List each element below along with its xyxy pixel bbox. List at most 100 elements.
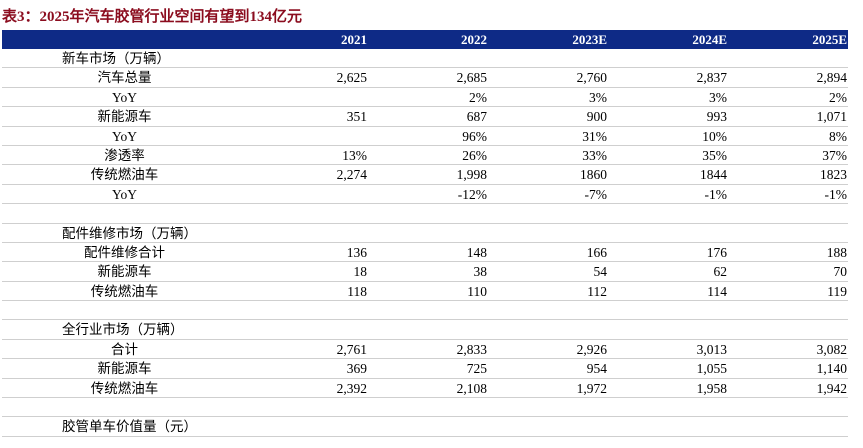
header-year: 2021 — [341, 32, 367, 47]
table-row: YoY 96% 31% 10% 8% — [2, 127, 848, 146]
table-cell: 2,833 — [456, 341, 487, 357]
table-cell — [607, 49, 727, 67]
table-cell — [367, 320, 487, 338]
table-cell: 70 — [833, 264, 848, 280]
table-row: 传统燃油车 2,392 2,108 1,972 1,958 1,942 — [2, 379, 848, 399]
table-cell: 1,055 — [696, 361, 727, 377]
row-label: 汽车总量 — [97, 70, 152, 86]
table-cell: -1% — [704, 186, 728, 202]
table-cell: 112 — [587, 283, 607, 299]
table-cell — [247, 320, 367, 338]
table-cell: 37% — [822, 147, 847, 163]
table-cell — [487, 417, 607, 435]
table-title: 表3：2025年汽车胶管行业空间有望到134亿元 — [2, 9, 303, 25]
table-cell: 369 — [346, 361, 367, 377]
table-cell: 166 — [586, 244, 607, 260]
table-cell — [727, 398, 847, 416]
table-cell — [247, 185, 367, 203]
table-cell: 2,625 — [336, 70, 367, 86]
table-cell: 3% — [709, 89, 727, 105]
table-cell — [607, 417, 727, 435]
table-cell: 3% — [589, 89, 607, 105]
row-label — [2, 301, 247, 319]
row-label: 渗透率 — [104, 147, 145, 163]
table-cell: -12% — [457, 186, 487, 202]
table-cell: 18 — [353, 264, 368, 280]
table-row: 传统燃油车 2,274 1,998 1860 1844 1823 — [2, 165, 848, 185]
table-row: 新能源车 18 38 54 62 70 — [2, 262, 848, 282]
row-label: YoY — [112, 186, 137, 202]
table-cell — [607, 320, 727, 338]
table-cell — [727, 224, 847, 242]
table-cell: 1,972 — [576, 380, 607, 396]
table-cell — [607, 398, 727, 416]
table-row: 胶管单车价值量（元） — [2, 417, 848, 437]
table-cell: 13% — [342, 147, 367, 163]
table-cell: -7% — [584, 186, 608, 202]
table-cell: 2,926 — [576, 341, 607, 357]
table-cell: 148 — [466, 244, 487, 260]
table-cell: 8% — [829, 128, 847, 144]
table-row: 配件维修合计 136 148 166 176 188 — [2, 243, 848, 263]
table-cell: 2,274 — [336, 167, 367, 183]
table-row — [2, 301, 848, 321]
table-cell — [247, 204, 367, 222]
section-label: 胶管单车价值量（元） — [62, 419, 197, 435]
table-cell — [247, 417, 367, 435]
table-cell: 136 — [346, 244, 367, 260]
table-cell: 954 — [586, 361, 607, 377]
header-year: 2025E — [812, 32, 847, 47]
table-cell — [247, 49, 367, 67]
section-label: 配件维修市场（万辆） — [62, 225, 197, 241]
table-row: 渗透率 13% 26% 33% 35% 37% — [2, 146, 848, 166]
table-cell — [367, 301, 487, 319]
table-cell — [607, 301, 727, 319]
header-year: 2023E — [572, 32, 607, 47]
table-row: 汽车总量 2,625 2,685 2,760 2,837 2,894 — [2, 68, 848, 88]
table-cell: 2,685 — [456, 70, 487, 86]
table-cell: 993 — [706, 109, 727, 125]
table-cell: 26% — [462, 147, 487, 163]
section-label: 新车市场（万辆） — [62, 51, 170, 66]
table-cell: 900 — [586, 109, 607, 125]
row-label: 传统燃油车 — [90, 283, 159, 299]
table-cell: 35% — [702, 147, 727, 163]
table-cell — [487, 204, 607, 222]
table-cell — [487, 224, 607, 242]
table-row: 全行业市场（万辆） — [2, 320, 848, 340]
table-row — [2, 204, 848, 224]
table-cell: 33% — [582, 147, 607, 163]
table-row: YoY 2% 3% 3% 2% — [2, 88, 848, 108]
table-cell: 119 — [827, 283, 847, 299]
table-cell: 31% — [582, 128, 607, 144]
table-cell: 1,140 — [816, 361, 847, 377]
table-row — [2, 398, 848, 418]
section-label: 全行业市场（万辆） — [62, 322, 184, 338]
table-cell: 96% — [462, 128, 487, 144]
table-cell: 1844 — [700, 167, 727, 183]
row-label — [2, 204, 247, 222]
table-cell — [487, 320, 607, 338]
table-cell: 118 — [347, 283, 367, 299]
table-cell — [247, 224, 367, 242]
table-cell: 725 — [466, 361, 487, 377]
table-cell: 1,998 — [456, 167, 487, 183]
table-cell: 2,760 — [576, 70, 607, 86]
table-row: YoY -12% -7% -1% -1% — [2, 185, 848, 205]
row-label: 传统燃油车 — [90, 167, 159, 183]
table-cell: 687 — [466, 109, 487, 125]
table-cell — [487, 301, 607, 319]
table-cell: 62 — [713, 264, 728, 280]
table-cell: 10% — [702, 128, 727, 144]
table-cell: 1,958 — [696, 380, 727, 396]
table-cell — [727, 49, 847, 67]
row-label: 传统燃油车 — [90, 380, 159, 396]
table-cell: 351 — [346, 109, 367, 125]
table-cell: -1% — [824, 186, 848, 202]
table-cell: 38 — [473, 264, 488, 280]
row-label: 合计 — [111, 341, 138, 357]
table-cell — [607, 204, 727, 222]
table-cell: 3,013 — [696, 341, 727, 357]
row-label: 新能源车 — [97, 109, 152, 125]
table-cell: 2% — [469, 89, 487, 105]
